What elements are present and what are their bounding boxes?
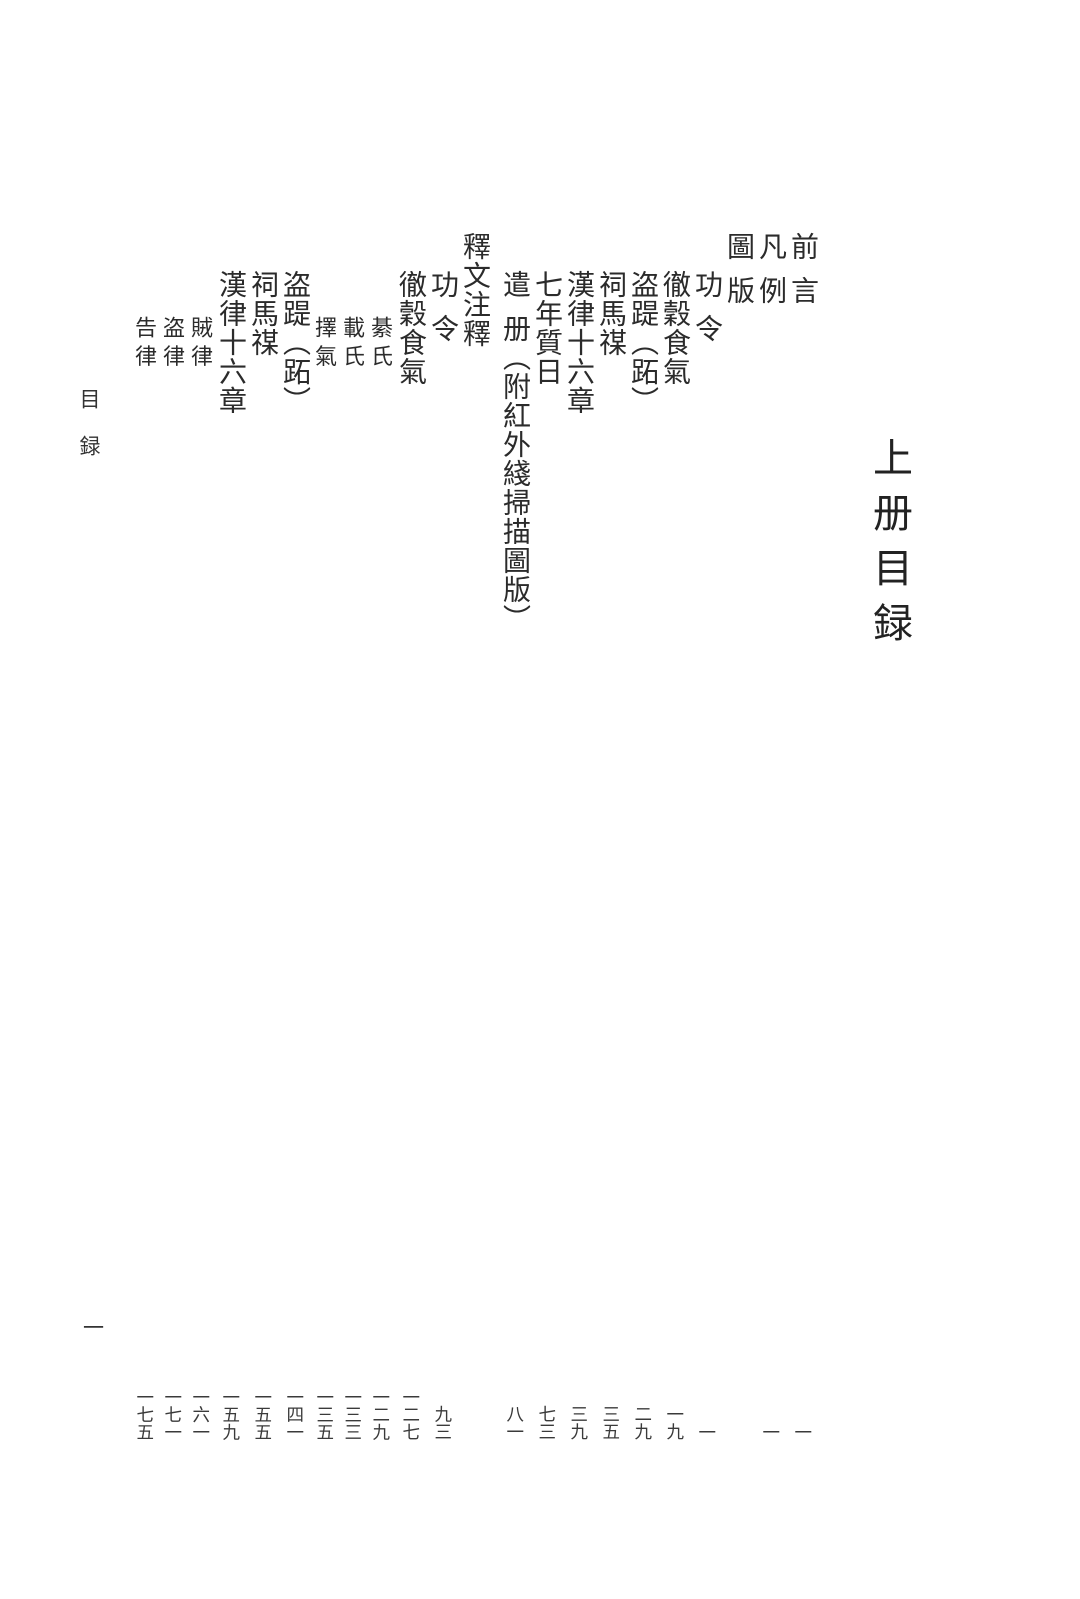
- entry-label: 告 律: [132, 316, 157, 368]
- folio-number: 一: [83, 1316, 104, 1340]
- toc: 前 言一凡 例一圖 版功 令一徹穀食氣 一九 盗踶（跖） 二九 祠馬禖 三五 漢律十六章 三九…: [130, 232, 818, 1440]
- toc-entry: 功 令一: [690, 232, 722, 1440]
- toc-entry: 綦 氏一二九: [366, 232, 394, 1440]
- page-number: 八一: [504, 1405, 525, 1440]
- entry-label: 祠馬禖: [247, 270, 278, 357]
- entry-label: 漢律十六章: [215, 270, 246, 415]
- toc-entry: 凡 例一: [754, 232, 786, 1440]
- entry-label: 前 言: [787, 232, 818, 305]
- entry-label: 漢律十六章: [563, 270, 594, 415]
- volume-title: 上册目録: [867, 437, 912, 657]
- entry-label: 載 氏: [340, 316, 365, 368]
- page-number: 一九: [664, 1405, 685, 1440]
- entry-label: 功 令: [427, 270, 458, 343]
- toc-entry: 盗踶（跖） 一四一: [278, 232, 310, 1440]
- toc-entry: 盗 律一七一: [158, 232, 186, 1440]
- page-number: 一二九: [370, 1387, 391, 1441]
- entry-label: 凡 例: [755, 232, 786, 305]
- entry-label: 綦 氏: [368, 316, 393, 368]
- entry-label: 徹穀食氣: [395, 270, 426, 386]
- running-header: 目録: [77, 388, 101, 482]
- entry-label: 徹穀食氣: [659, 270, 690, 386]
- toc-entry: 盗踶（跖） 二九: [626, 232, 658, 1440]
- toc-entry: 擇 氣一三五: [310, 232, 338, 1440]
- toc-entry: 祠馬禖 一五五: [246, 232, 278, 1440]
- entry-label: 盗踶（跖）: [279, 270, 310, 415]
- page-number: 一三三: [342, 1387, 363, 1441]
- toc-entry: 徹穀食氣 一二七: [394, 232, 426, 1440]
- toc-entry: 七年質日 七三: [530, 232, 562, 1440]
- entry-label: 賊 律: [188, 316, 213, 368]
- page-number: 三五: [600, 1405, 621, 1440]
- entry-label: 圖 版: [723, 232, 754, 305]
- toc-entry: 漢律十六章 三九: [562, 232, 594, 1440]
- entry-label: 盗踶（跖）: [627, 270, 658, 415]
- page-number: 三九: [568, 1405, 589, 1440]
- page-number: 一七五: [134, 1387, 155, 1441]
- entry-label: 遣 册（附紅外綫掃描圖版）: [499, 270, 530, 633]
- page-number: 一: [760, 1422, 781, 1441]
- toc-entry: 漢律十六章 一五九: [214, 232, 246, 1440]
- toc-entry: 祠馬禖 三五: [594, 232, 626, 1440]
- toc-entry: 徹穀食氣 一九: [658, 232, 690, 1440]
- entry-label: 七年質日: [531, 270, 562, 386]
- page-number: 一五五: [252, 1387, 273, 1441]
- page-number: 九三: [432, 1405, 453, 1440]
- page-number: 一五九: [220, 1387, 241, 1441]
- toc-entry: 遣 册（附紅外綫掃描圖版） 八一: [498, 232, 530, 1440]
- entry-label: 祠馬禖: [595, 270, 626, 357]
- toc-entry: 告 律一七五: [130, 232, 158, 1440]
- toc-section-header: 釋文注釋: [458, 232, 490, 1440]
- page-number: 一三五: [314, 1387, 335, 1441]
- page-number: 二九: [632, 1405, 653, 1440]
- page-number: 七三: [536, 1405, 557, 1440]
- entry-label: 擇 氣: [312, 316, 337, 368]
- page-number: 一二七: [400, 1387, 421, 1441]
- toc-entry: 功 令九三: [426, 232, 458, 1440]
- page-number: 一: [792, 1422, 813, 1441]
- toc-entry: 載 氏一三三: [338, 232, 366, 1440]
- entry-label: 釋文注釋: [459, 232, 490, 348]
- entry-label: 盗 律: [160, 316, 185, 368]
- toc-entry: 賊 律一六一: [186, 232, 214, 1440]
- page-number: 一: [696, 1422, 717, 1441]
- page-number: 一四一: [284, 1387, 305, 1441]
- page-number: 一六一: [190, 1387, 211, 1441]
- toc-entry: 前 言一: [786, 232, 818, 1440]
- toc-section-header: 圖 版: [722, 232, 754, 1440]
- page-number: 一七一: [162, 1387, 183, 1441]
- entry-label: 功 令: [691, 270, 722, 343]
